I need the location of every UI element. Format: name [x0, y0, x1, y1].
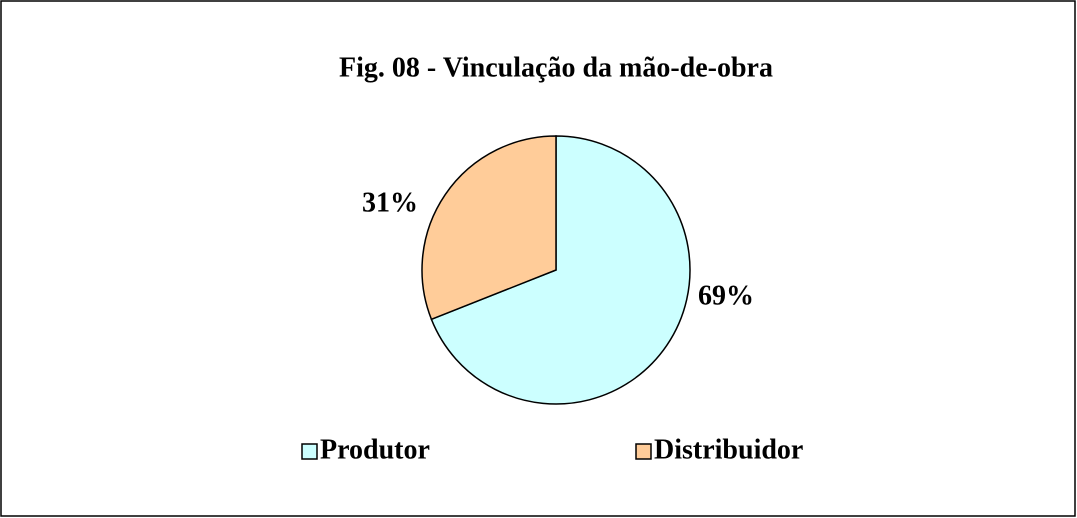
data-label: 31% — [362, 187, 418, 218]
chart-title: Fig. 08 - Vinculação da mão-de-obra — [339, 52, 773, 83]
legend-label: Distribuidor — [654, 434, 803, 465]
pie-slice — [430, 135, 691, 405]
legend-swatch — [301, 443, 318, 460]
data-label: 69% — [698, 280, 754, 311]
pie-slice — [421, 135, 557, 321]
legend-label: Produtor — [320, 434, 430, 465]
legend-swatch — [635, 443, 652, 460]
